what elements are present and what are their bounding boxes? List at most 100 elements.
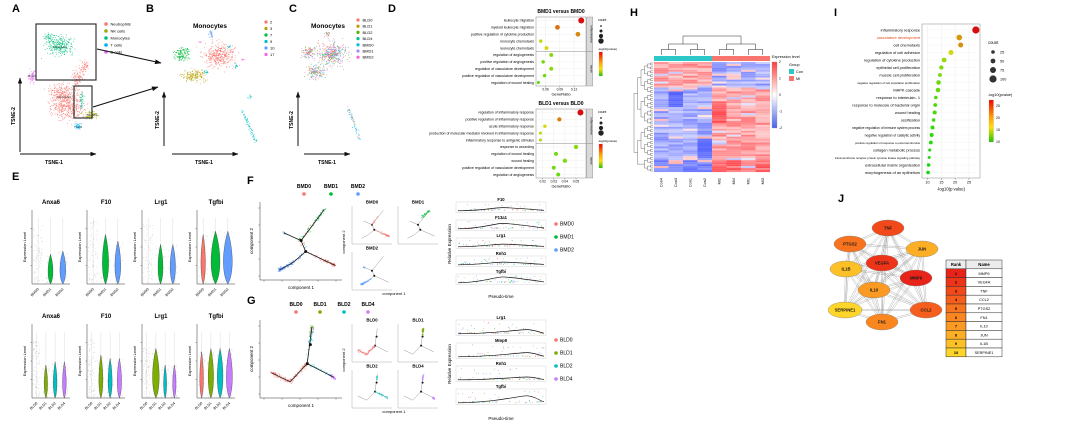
- svg-text:Anxa6: Anxa6: [42, 200, 61, 206]
- svg-text:BMD0: BMD0: [297, 184, 311, 190]
- svg-text:T cells: T cells: [111, 43, 122, 48]
- svg-text:Expression Level: Expression Level: [77, 232, 82, 263]
- svg-text:Monocytes: Monocytes: [111, 36, 130, 41]
- svg-text:regulation of inflammatory res: regulation of inflammatory response: [478, 111, 534, 115]
- violin-subplot: F10 Expression Level BMD0 BMD1 BMD2: [77, 200, 125, 297]
- svg-text:positive regulation of cytokin: positive regulation of cytokine producti…: [471, 32, 534, 36]
- trajectory-facet: BMD0: [351, 200, 392, 245]
- svg-text:Expression Level: Expression Level: [22, 346, 27, 377]
- heatmap-cells: [654, 62, 770, 173]
- svg-text:regulation of wound healing: regulation of wound healing: [491, 81, 534, 85]
- svg-text:BMD1 versus BMD0: BMD1 versus BMD0: [537, 9, 584, 15]
- svg-text:inflammation: inflammation: [589, 117, 593, 135]
- go-dotplot: BMD1 versus BMD0 0.06 0.09 0.12 leukocyte mi…: [462, 9, 617, 97]
- svg-text:Expression Level: Expression Level: [187, 232, 192, 263]
- violin-subplot: Lrg1 Expression Level BLD0 BLD1 BLD2 BLD4: [132, 314, 180, 411]
- svg-text:Expression Level: Expression Level: [132, 232, 137, 263]
- svg-text:Neutrophils: Neutrophils: [57, 95, 72, 99]
- mixed-sample-points: [300, 31, 361, 140]
- violin-subplot: Tgfbi Expression Level BMD0 BMD1 BMD2: [187, 200, 235, 297]
- svg-text:Monocytes: Monocytes: [311, 23, 345, 30]
- svg-text:3: 3: [270, 26, 273, 31]
- tsne-all-cells-plot: Monocytes Neutrophils NK cells T cells B cel…: [11, 22, 131, 167]
- svg-text:17: 17: [270, 52, 275, 57]
- svg-text:positive regulation of vascula: positive regulation of vasculature devel…: [462, 166, 534, 170]
- svg-text:0.05: 0.05: [573, 180, 580, 184]
- svg-text:BMD0: BMD0: [140, 287, 150, 297]
- svg-text:BLD0: BLD0: [194, 401, 203, 410]
- svg-text:BLD4: BLD4: [222, 401, 231, 410]
- svg-text:regulation of angiogenesis: regulation of angiogenesis: [493, 53, 534, 57]
- svg-text:regulation of angiogenesis: regulation of angiogenesis: [493, 173, 534, 177]
- svg-text:BLD1: BLD1: [38, 401, 47, 410]
- svg-text:BMD1: BMD1: [324, 184, 338, 190]
- svg-text:BMD0: BMD0: [85, 287, 95, 297]
- violin-subplot: Lrg1 Expression Level BMD0 BMD1 BMD2: [132, 200, 180, 297]
- svg-text:0.06: 0.06: [542, 88, 549, 92]
- go-enrichment-dotplots: BMD1 versus BMD0 0.06 0.09 0.12 leukocyte mi…: [429, 9, 617, 189]
- svg-text:TSNE-2: TSNE-2: [155, 111, 161, 129]
- panel-label-d: D: [388, 3, 396, 15]
- svg-text:GeneRatio: GeneRatio: [551, 184, 571, 189]
- svg-text:BLD4: BLD4: [167, 401, 176, 410]
- panel-label-c: C: [289, 3, 297, 15]
- axes: TSNE-1 TSNE-2: [155, 91, 239, 166]
- svg-text:repair: repair: [589, 157, 593, 165]
- svg-text:count: count: [598, 18, 606, 22]
- svg-text:BMD0: BMD0: [30, 287, 40, 297]
- svg-text:BLD0: BLD0: [139, 401, 148, 410]
- axes: TSNE-1 TSNE-2: [11, 77, 97, 166]
- svg-text:myeloid leukocyte migration: myeloid leukocyte migration: [491, 26, 534, 30]
- violin-subplot: Anxa6 Expression Level BLD0 BLD1 BLD2 BLD4: [22, 314, 70, 411]
- svg-text:BMD1: BMD1: [97, 287, 107, 297]
- svg-text:repair: repair: [589, 65, 593, 73]
- panel-c-monocyte-samples: Monocytes TSNE-1 TSNE-2 BLD0 BLD1 BLD2 BLD4 BMD…: [288, 4, 386, 176]
- svg-text:BLD4: BLD4: [57, 401, 66, 410]
- svg-text:TSNE-1: TSNE-1: [318, 160, 336, 166]
- svg-text:7: 7: [270, 33, 273, 38]
- panel-g-bld-trajectory: BLD0 BLD1 BLD2 BLD4 component 1 component 2 BL…: [244, 294, 588, 428]
- svg-text:BMD2: BMD2: [110, 287, 120, 297]
- svg-text:10: 10: [270, 46, 275, 51]
- svg-text:Anxa6: Anxa6: [42, 314, 61, 320]
- svg-text:Monocytes: Monocytes: [53, 45, 67, 49]
- violin-subplot: Tgfbi Expression Level BLD0 BLD1 BLD2 BLD4: [187, 314, 235, 411]
- svg-text:Tgfbi: Tgfbi: [209, 200, 224, 206]
- svg-text:Monocytes: Monocytes: [193, 23, 227, 30]
- svg-text:BLD1: BLD1: [148, 401, 157, 410]
- svg-text:GeneRatio: GeneRatio: [551, 92, 571, 97]
- svg-text:-log10(pvalue): -log10(pvalue): [598, 139, 617, 143]
- monocyte-clusters: [172, 30, 258, 143]
- svg-text:B cells: B cells: [28, 74, 37, 78]
- svg-text:B cells: B cells: [111, 50, 123, 55]
- panel-h-heatmap: Con4 Con3 Con1 Con2 MI2 MI4 MI1 MI3 Expression l…: [622, 4, 826, 200]
- svg-text:0.09: 0.09: [557, 88, 564, 92]
- panel-label-f: F: [247, 175, 254, 187]
- svg-text:positive regulation of vascula: positive regulation of vasculature devel…: [462, 74, 534, 78]
- svg-text:BLD2: BLD2: [48, 401, 57, 410]
- svg-text:TSNE-2: TSNE-2: [11, 107, 17, 125]
- svg-text:Expression Level: Expression Level: [132, 346, 137, 377]
- svg-text:monocyte chemotaxis: monocyte chemotaxis: [500, 39, 534, 43]
- svg-text:BMD2: BMD2: [55, 287, 65, 297]
- svg-text:Tgfbi: Tgfbi: [209, 314, 224, 320]
- panel-e-violin-plots: Anxa6 Expression Level BMD0 BMD1 BMD2 F10 Expr…: [8, 174, 242, 426]
- svg-text:positive regulation of inflamm: positive regulation of inflammatory resp…: [466, 118, 535, 122]
- svg-text:Neutrophils: Neutrophils: [111, 22, 131, 27]
- panel-label-j: J: [838, 193, 845, 205]
- panel-label-i: I: [834, 7, 838, 19]
